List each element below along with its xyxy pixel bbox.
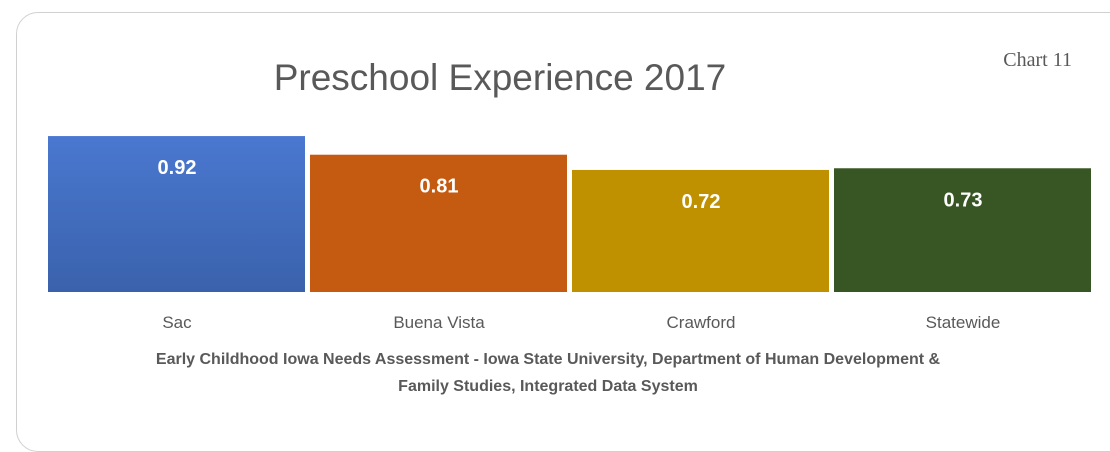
x-tick-label: Buena Vista	[393, 313, 485, 332]
bar	[310, 154, 567, 292]
bar	[572, 169, 829, 292]
bar	[834, 168, 1091, 292]
page: Preschool Experience 2017 Chart 11 0.92 S…	[16, 12, 1110, 452]
chart-label: Chart 11	[1003, 49, 1072, 71]
chart: Preschool Experience 2017 Chart 11 0.92 S…	[48, 49, 1091, 332]
value-label: 0.73	[944, 189, 983, 211]
bar	[48, 136, 305, 292]
source-note: Early Childhood Iowa Needs Assessment - …	[155, 351, 941, 395]
value-label: 0.72	[682, 191, 721, 213]
x-tick-label: Sac	[162, 313, 192, 332]
value-label: 0.92	[158, 157, 197, 179]
x-tick-label: Crawford	[667, 313, 736, 332]
x-tick-label: Statewide	[926, 313, 1001, 332]
value-label: 0.81	[420, 176, 459, 198]
chart-title: Preschool Experience 2017	[274, 57, 727, 98]
